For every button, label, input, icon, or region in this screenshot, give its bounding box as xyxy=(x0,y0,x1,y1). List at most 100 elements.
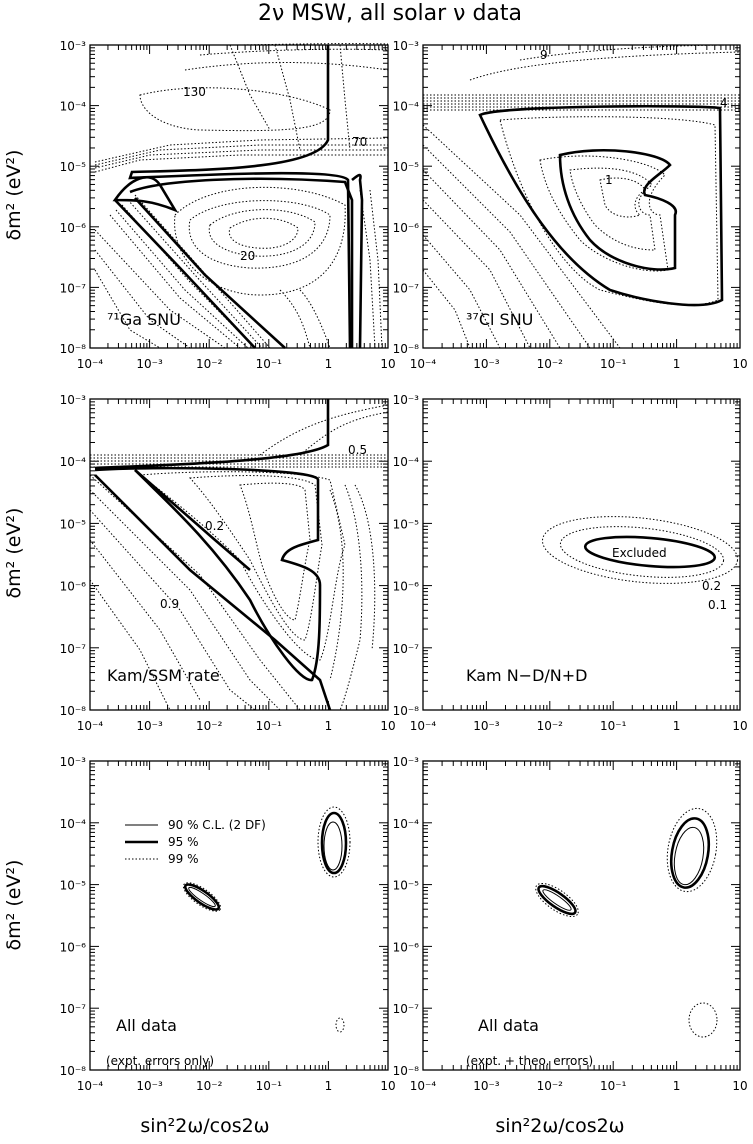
frame-bottom-left xyxy=(89,760,389,1071)
x-tick-label-top-right: 10 xyxy=(732,357,747,371)
x-tick-label-bottom-right: 1 xyxy=(673,1079,681,1093)
x-tick-label-middle-left: 1 xyxy=(325,719,333,733)
y-tick-label-middle-right: 10⁻⁴ xyxy=(393,455,420,469)
frame-middle-left xyxy=(89,398,389,711)
y-tick-label-bottom-left: 10⁻⁸ xyxy=(60,1064,87,1078)
y-tick-label-bottom-right: 10⁻⁵ xyxy=(393,879,420,893)
ga-label-130: 130 xyxy=(183,85,206,99)
x-tick-label-middle-left: 10⁻¹ xyxy=(256,719,283,733)
x-tick-label-bottom-left: 10⁻³ xyxy=(136,1079,163,1093)
ga-contours xyxy=(94,43,389,349)
x-tick-label-middle-right: 10⁻⁴ xyxy=(410,719,437,733)
x-tick-label-top-right: 1 xyxy=(673,357,681,371)
x-tick-label-bottom-right: 10⁻³ xyxy=(473,1079,500,1093)
x-tick-label-top-left: 10 xyxy=(380,357,395,371)
y-tick-label-top-left: 10⁻⁵ xyxy=(60,160,87,174)
x-tick-label-bottom-left: 10⁻⁴ xyxy=(77,1079,104,1093)
figure-title: 2ν MSW, all solar ν data xyxy=(258,1,522,26)
y-tick-label-bottom-left: 10⁻⁷ xyxy=(60,1002,87,1016)
y-tick-label-middle-left: 10⁻⁴ xyxy=(60,455,87,469)
x-tick-label-top-left: 10⁻¹ xyxy=(256,357,283,371)
x-tick-label-top-left: 10⁻³ xyxy=(136,357,163,371)
x-tick-label-bottom-right: 10⁻⁴ xyxy=(410,1079,437,1093)
y-tick-label-top-left: 10⁻⁶ xyxy=(60,221,87,235)
x-tick-label-middle-right: 10⁻¹ xyxy=(600,719,627,733)
y-tick-label-middle-left: 10⁻⁸ xyxy=(60,704,87,718)
y-axis-label-bottom: δm² (eV²) xyxy=(3,860,25,951)
x-tick-label-top-right: 10⁻⁴ xyxy=(410,357,437,371)
kam-label-0.2: 0.2 xyxy=(205,519,224,533)
x-tick-label-middle-left: 10⁻⁴ xyxy=(77,719,104,733)
all-expt-sublabel: (expt. errors only) xyxy=(106,1054,214,1068)
x-axis-label-right: sin²2ω/cos2ω xyxy=(495,1115,624,1137)
frame-bottom-right xyxy=(422,760,741,1071)
all-theo-regions xyxy=(535,807,718,1038)
legend-label-90: 90 % C.L. (2 DF) xyxy=(168,818,266,832)
y-tick-label-bottom-right: 10⁻³ xyxy=(393,755,420,769)
y-axis-label-middle: δm² (eV²) xyxy=(3,508,25,599)
axes: 10⁻⁴ 10⁻³ 10⁻² 10⁻¹ 1 1010⁻⁸10⁻⁷10⁻⁶10⁻⁵10⁻⁴1… xyxy=(60,39,748,1093)
kam-rate-contours xyxy=(89,399,389,711)
y-tick-label-top-right: 10⁻⁷ xyxy=(393,281,420,295)
x-tick-label-middle-left: 10 xyxy=(380,719,395,733)
kam-dn-excluded: Excluded xyxy=(612,546,667,560)
y-tick-label-bottom-right: 10⁻⁴ xyxy=(393,817,420,831)
cl-label-9: 9 xyxy=(540,48,548,62)
panel-kam-daynight: Excluded 0.2 0.1 Kam N−D/N+D xyxy=(466,516,739,685)
x-axis-label-left: sin²2ω/cos2ω xyxy=(140,1115,269,1137)
x-tick-label-top-right: 10⁻¹ xyxy=(600,357,627,371)
all-theo-label: All data xyxy=(478,1016,539,1035)
x-tick-label-top-left: 10⁻⁴ xyxy=(77,357,104,371)
x-tick-label-bottom-right: 10⁻² xyxy=(537,1079,564,1093)
x-tick-label-bottom-left: 10 xyxy=(380,1079,395,1093)
y-tick-label-top-left: 10⁻⁷ xyxy=(60,281,87,295)
panel-all-expt: 90 % C.L. (2 DF) 95 % 99 % All data (exp… xyxy=(106,806,351,1068)
kam-dn-panel-label: Kam N−D/N+D xyxy=(466,666,587,685)
y-tick-label-middle-right: 10⁻³ xyxy=(393,393,420,407)
y-tick-label-middle-right: 10⁻⁷ xyxy=(393,642,420,656)
all-theo-sublabel: (expt. + theo. errors) xyxy=(466,1054,593,1068)
x-tick-label-top-right: 10⁻³ xyxy=(473,357,500,371)
y-axis-label-top: δm² (eV²) xyxy=(3,150,25,241)
y-tick-label-bottom-right: 10⁻⁶ xyxy=(393,940,420,954)
kam-dn-contours xyxy=(541,516,739,584)
panel-cl-snu: 9 4 1 ³⁷Cl SNU xyxy=(422,44,741,349)
x-tick-label-top-left: 10⁻² xyxy=(196,357,223,371)
kam-dn-label-0.2: 0.2 xyxy=(702,579,721,593)
frame-middle-right xyxy=(422,398,741,711)
cl-panel-label: ³⁷Cl SNU xyxy=(466,310,533,329)
kam-dn-label-0.1: 0.1 xyxy=(708,598,727,612)
y-tick-label-middle-left: 10⁻⁷ xyxy=(60,642,87,656)
legend: 90 % C.L. (2 DF) 95 % 99 % xyxy=(125,818,266,866)
x-tick-label-middle-right: 1 xyxy=(673,719,681,733)
y-tick-label-middle-right: 10⁻⁸ xyxy=(393,704,420,718)
x-tick-label-middle-right: 10⁻³ xyxy=(473,719,500,733)
y-tick-label-top-right: 10⁻⁵ xyxy=(393,160,420,174)
x-tick-label-top-left: 1 xyxy=(325,357,333,371)
panel-all-theo: All data (expt. + theo. errors) xyxy=(466,807,718,1068)
x-tick-label-bottom-left: 1 xyxy=(325,1079,333,1093)
x-tick-label-middle-left: 10⁻² xyxy=(196,719,223,733)
panel-kam-rate: 0.5 0.2 0.9 Kam/SSM rate xyxy=(89,399,389,711)
y-tick-label-bottom-left: 10⁻⁴ xyxy=(60,817,87,831)
y-tick-label-bottom-left: 10⁻⁶ xyxy=(60,940,87,954)
x-tick-label-bottom-left: 10⁻² xyxy=(196,1079,223,1093)
y-tick-label-middle-left: 10⁻⁵ xyxy=(60,517,87,531)
legend-label-99: 99 % xyxy=(168,852,199,866)
y-tick-label-top-left: 10⁻⁴ xyxy=(60,100,87,114)
y-tick-label-top-left: 10⁻⁸ xyxy=(60,342,87,356)
x-tick-label-bottom-right: 10 xyxy=(732,1079,747,1093)
cl-label-4: 4 xyxy=(720,96,728,110)
x-tick-label-middle-right: 10⁻² xyxy=(537,719,564,733)
y-tick-label-bottom-right: 10⁻⁸ xyxy=(393,1064,420,1078)
ga-panel-label: ⁷¹Ga SNU xyxy=(107,310,181,329)
x-tick-label-bottom-left: 10⁻¹ xyxy=(256,1079,283,1093)
frame-top-left xyxy=(89,44,389,349)
panel-ga-snu: 130 70 20 ⁷¹Ga SNU xyxy=(94,43,389,349)
y-tick-label-top-right: 10⁻⁸ xyxy=(393,342,420,356)
x-tick-label-top-right: 10⁻² xyxy=(537,357,564,371)
kam-label-0.9: 0.9 xyxy=(160,597,179,611)
legend-label-95: 95 % xyxy=(168,835,199,849)
y-tick-label-bottom-right: 10⁻⁷ xyxy=(393,1002,420,1016)
